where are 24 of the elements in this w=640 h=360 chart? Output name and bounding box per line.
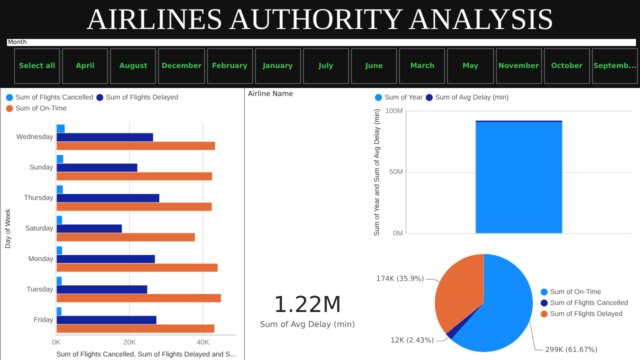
bar: [56, 224, 122, 233]
bar: [56, 307, 62, 316]
bar: [56, 172, 212, 180]
bar: [56, 316, 156, 324]
text: 1.22M: [272, 292, 342, 320]
bar: [56, 164, 138, 172]
bar: [56, 233, 195, 242]
bar: [56, 194, 160, 202]
bar: [56, 294, 221, 302]
bar: [56, 324, 214, 333]
bar: [56, 202, 212, 211]
text: Sum of Avg Delay (min): [259, 320, 356, 329]
bar: [56, 216, 62, 224]
bar: [56, 185, 63, 194]
bar: [56, 264, 218, 272]
bar: [56, 154, 64, 164]
bar: [56, 246, 62, 255]
bar: [56, 285, 148, 294]
bar: [56, 276, 62, 285]
bar: [56, 124, 65, 133]
bar: [56, 142, 216, 150]
bar: [56, 254, 155, 264]
text: AIRLINES AUTHORITY ANALYSIS: [85, 2, 555, 38]
bar: [56, 133, 154, 142]
